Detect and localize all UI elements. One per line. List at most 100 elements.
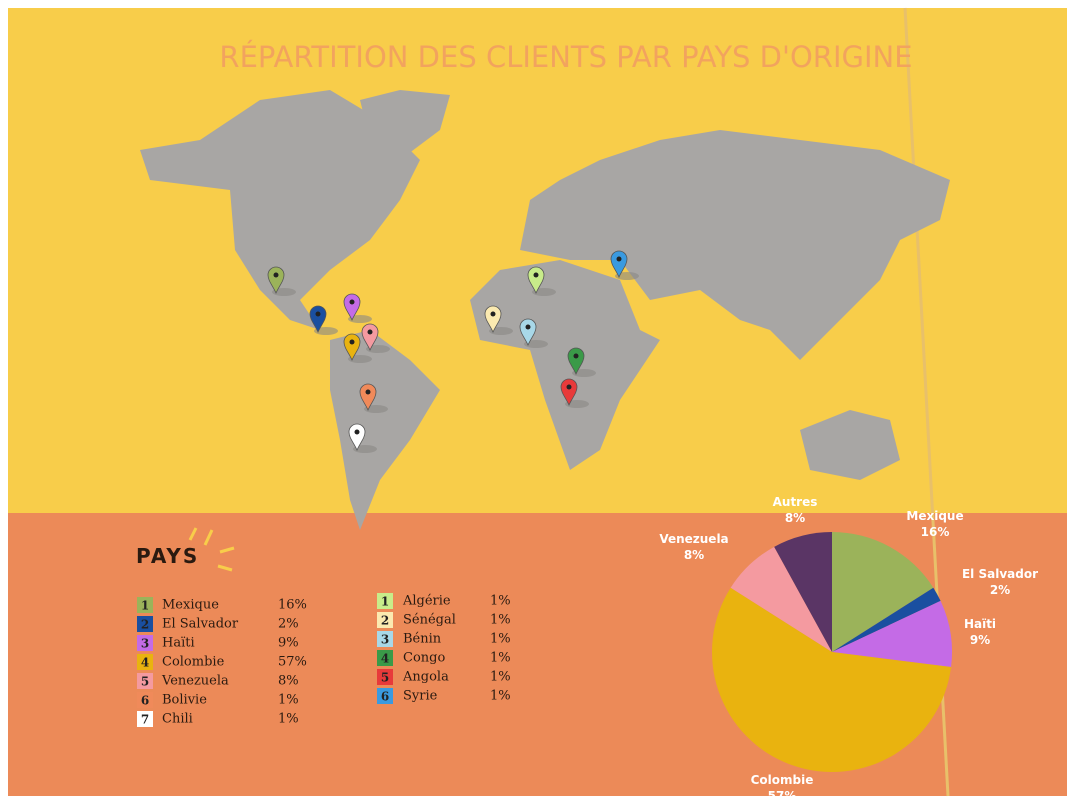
pin-dot: [315, 311, 321, 317]
legend-percent: 1%: [490, 651, 511, 666]
legend: 1 Mexique 16% 2 El Salvador 2% 3 Haïti 9% 4 Colomb…: [137, 593, 511, 727]
pie-label-name: Colombie: [751, 773, 814, 787]
legend-percent: 1%: [278, 693, 299, 708]
legend-number: 4: [381, 652, 389, 666]
pin: [567, 347, 585, 376]
legend-badge: [137, 654, 153, 670]
legend-percent: 1%: [490, 632, 511, 647]
legend-number: 3: [381, 633, 389, 647]
pin-dot: [367, 329, 373, 335]
pin-shadow: [615, 272, 639, 280]
pin-shadow: [314, 327, 338, 335]
legend-country: Bolivie: [162, 693, 207, 708]
pin-shadow: [348, 315, 372, 323]
pie-slice: [712, 587, 952, 773]
legend-badge: [377, 631, 393, 647]
pin: [519, 318, 537, 347]
legend-badge: [377, 650, 393, 666]
pin-dot: [349, 299, 355, 305]
pin: [484, 305, 502, 334]
legend-number: 5: [141, 675, 149, 689]
legend-badge: [137, 597, 153, 613]
legend-percent: 1%: [278, 712, 299, 727]
legend-number: 2: [381, 614, 389, 628]
pin-dot: [490, 311, 496, 317]
pin-dot: [349, 339, 355, 345]
legend-percent: 1%: [490, 613, 511, 628]
pin-dot: [273, 272, 279, 278]
pie-slice: [832, 587, 941, 652]
south-america: [330, 330, 440, 530]
legend-percent: 1%: [490, 670, 511, 685]
legend-percent: 57%: [278, 655, 307, 670]
legend-country: Venezuela: [161, 674, 229, 689]
legend-number: 1: [141, 599, 149, 613]
legend-country: Algérie: [402, 594, 451, 609]
legend-percent: 9%: [278, 636, 299, 651]
pin-shadow: [572, 369, 596, 377]
pie-slice: [774, 532, 832, 652]
pin: [348, 423, 366, 452]
legend-badge: [137, 635, 153, 651]
pie-label-name: Mexique: [906, 509, 963, 523]
eurasia: [520, 130, 950, 360]
pin-dot: [566, 384, 572, 390]
north-america: [140, 90, 420, 330]
pin: [361, 323, 379, 352]
pin: [527, 266, 545, 295]
legend-badge: [377, 612, 393, 628]
legend-percent: 2%: [278, 617, 299, 632]
legend-country: Bénin: [403, 632, 442, 647]
legend-badge: [377, 593, 393, 609]
pin-shadow: [524, 340, 548, 348]
pin-shadow: [272, 288, 296, 296]
legend-country: Angola: [402, 670, 449, 685]
legend-percent: 1%: [490, 594, 511, 609]
pin: [267, 266, 285, 295]
legend-number: 4: [141, 656, 149, 670]
pie-slice: [832, 532, 934, 652]
pin-dot: [354, 429, 360, 435]
legend-number: 2: [141, 618, 149, 632]
legend-badge: [137, 673, 153, 689]
pin-dot: [533, 272, 539, 278]
legend-number: 5: [381, 671, 389, 685]
pie-label-value: 57%: [768, 789, 797, 801]
title: RÉPARTITION DES CLIENTS PAR PAYS D'ORIGI…: [219, 40, 912, 74]
legend-percent: 8%: [278, 674, 299, 689]
legend-badge: [137, 692, 153, 708]
pin: [560, 378, 578, 407]
pin-dot: [525, 324, 531, 330]
pie-slice: [730, 546, 832, 652]
legend-number: 7: [141, 713, 149, 727]
legend-number: 6: [381, 690, 389, 704]
greenland: [360, 90, 450, 160]
pie-label-name: El Salvador: [962, 567, 1038, 581]
legend-heading: PAYS: [136, 544, 199, 568]
legend-percent: 16%: [278, 598, 307, 613]
pin-dot: [573, 353, 579, 359]
pin: [359, 383, 377, 412]
legend-number: 1: [381, 595, 389, 609]
pie-label-value: 8%: [684, 548, 704, 562]
pin-shadow: [364, 405, 388, 413]
pie-chart: Mexique 16% El Salvador 2% Haïti 9% Colombie 57…: [659, 495, 1038, 801]
world-map: [140, 90, 950, 530]
legend-badge: [137, 711, 153, 727]
pin: [343, 333, 361, 362]
pin: [309, 305, 327, 334]
legend-country: Syrie: [403, 689, 438, 704]
legend-country: El Salvador: [162, 617, 239, 632]
pin-shadow: [348, 355, 372, 363]
pin-shadow: [366, 345, 390, 353]
pin-shadow: [532, 288, 556, 296]
legend-badge: [377, 688, 393, 704]
pin-dot: [616, 256, 622, 262]
legend-badge: [377, 669, 393, 685]
legend-country: Colombie: [162, 655, 225, 670]
legend-country: Sénégal: [403, 613, 456, 628]
pie-label-value: 16%: [921, 525, 950, 539]
pins: [267, 250, 639, 453]
pie-label-value: 9%: [970, 633, 990, 647]
